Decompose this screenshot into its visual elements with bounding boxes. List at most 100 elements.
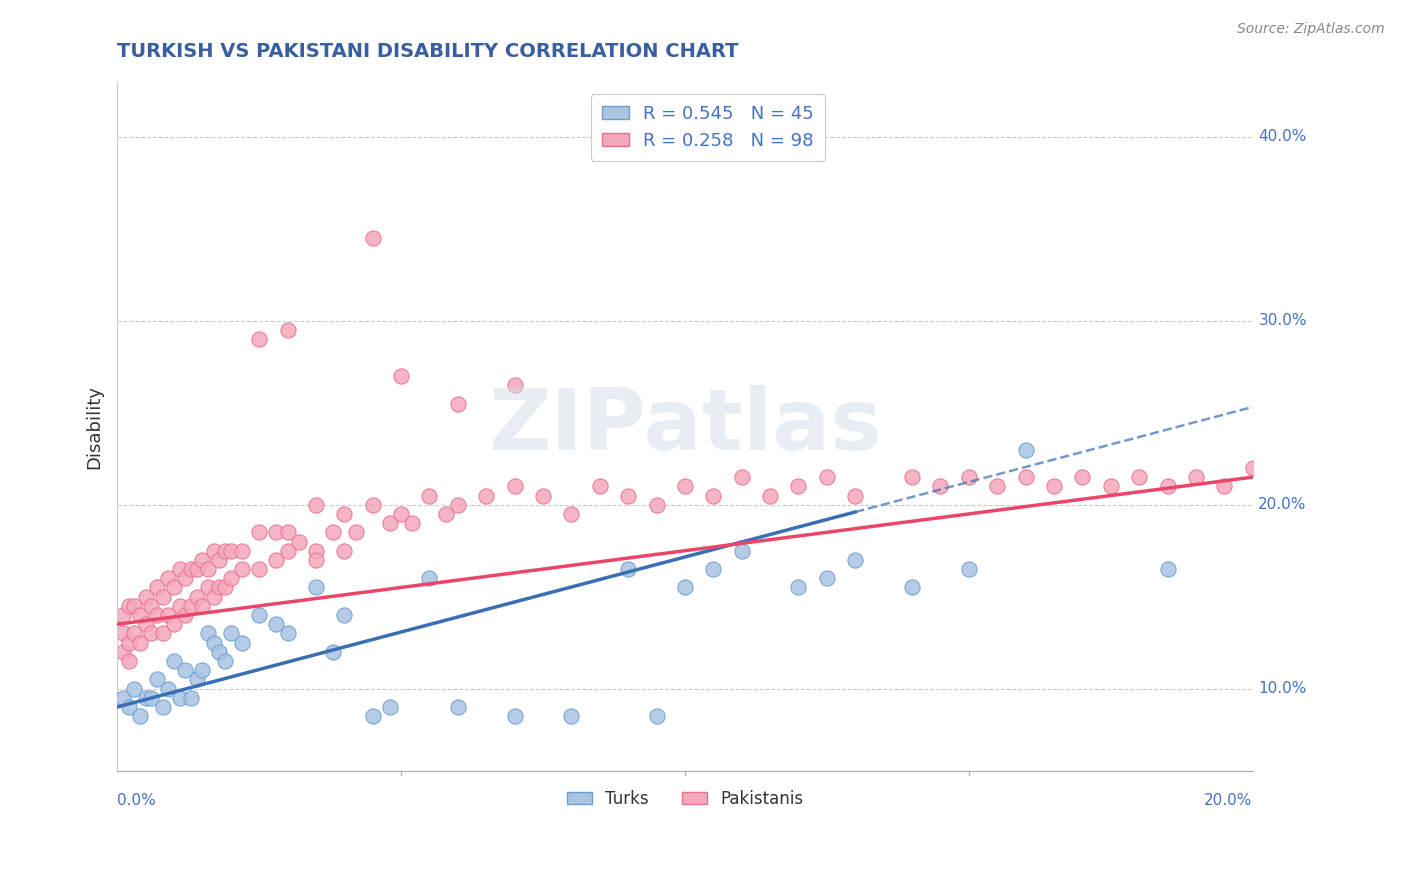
Point <box>503 709 526 723</box>
Point <box>208 645 231 659</box>
Point <box>1014 442 1036 457</box>
Point <box>305 581 328 595</box>
Point <box>436 507 458 521</box>
Point <box>503 479 526 493</box>
Point <box>305 498 328 512</box>
Point <box>247 608 270 623</box>
Point <box>208 553 231 567</box>
Point <box>180 690 202 705</box>
Point <box>202 543 225 558</box>
Point <box>1156 562 1178 576</box>
Point <box>135 690 157 705</box>
Text: 0.0%: 0.0% <box>117 794 156 808</box>
Point <box>169 562 191 576</box>
Point <box>122 681 145 696</box>
Point <box>1128 470 1150 484</box>
Text: 20.0%: 20.0% <box>1205 794 1253 808</box>
Point <box>929 479 952 493</box>
Point <box>276 323 298 337</box>
Point <box>957 470 980 484</box>
Point <box>447 498 470 512</box>
Point <box>186 673 208 687</box>
Point <box>214 581 236 595</box>
Text: 20.0%: 20.0% <box>1258 497 1306 512</box>
Point <box>1156 479 1178 493</box>
Point <box>180 562 202 576</box>
Point <box>163 581 186 595</box>
Point <box>247 332 270 346</box>
Point <box>731 543 754 558</box>
Point <box>288 534 311 549</box>
Point <box>111 645 134 659</box>
Point <box>231 635 253 649</box>
Point <box>1014 470 1036 484</box>
Point <box>111 690 134 705</box>
Point <box>219 626 242 640</box>
Point <box>191 553 214 567</box>
Point <box>174 608 197 623</box>
Point <box>333 507 356 521</box>
Point <box>129 635 152 649</box>
Point <box>378 700 401 714</box>
Point <box>152 626 174 640</box>
Point <box>333 543 356 558</box>
Text: ZIPatlas: ZIPatlas <box>488 385 882 468</box>
Point <box>141 599 163 613</box>
Point <box>361 231 384 245</box>
Point <box>141 626 163 640</box>
Point <box>157 681 180 696</box>
Point <box>1241 461 1264 475</box>
Point <box>531 489 554 503</box>
Point <box>901 470 924 484</box>
Point <box>191 599 214 613</box>
Point <box>617 489 640 503</box>
Point <box>264 553 287 567</box>
Point <box>844 489 866 503</box>
Point <box>197 562 219 576</box>
Point <box>344 525 367 540</box>
Point <box>163 654 186 668</box>
Point <box>157 571 180 585</box>
Point <box>117 635 139 649</box>
Point <box>447 396 470 410</box>
Point <box>157 608 180 623</box>
Point <box>702 562 724 576</box>
Point <box>264 617 287 632</box>
Point <box>174 663 197 677</box>
Point <box>731 470 754 484</box>
Point <box>389 369 412 384</box>
Point <box>129 608 152 623</box>
Point <box>174 571 197 585</box>
Point <box>146 608 169 623</box>
Point <box>214 654 236 668</box>
Point <box>475 489 498 503</box>
Point <box>197 581 219 595</box>
Point <box>389 507 412 521</box>
Point <box>378 516 401 530</box>
Point <box>589 479 612 493</box>
Point <box>447 700 470 714</box>
Point <box>276 626 298 640</box>
Point <box>418 489 440 503</box>
Point <box>111 608 134 623</box>
Point <box>208 581 231 595</box>
Text: 40.0%: 40.0% <box>1258 129 1306 145</box>
Point <box>815 470 838 484</box>
Point <box>135 617 157 632</box>
Point <box>673 479 696 493</box>
Point <box>247 562 270 576</box>
Point <box>197 626 219 640</box>
Text: 30.0%: 30.0% <box>1258 313 1306 328</box>
Point <box>141 690 163 705</box>
Legend: Turks, Pakistanis: Turks, Pakistanis <box>560 783 810 814</box>
Point <box>117 654 139 668</box>
Point <box>418 571 440 585</box>
Point <box>305 543 328 558</box>
Point <box>1043 479 1066 493</box>
Point <box>117 700 139 714</box>
Point <box>702 489 724 503</box>
Point <box>560 507 582 521</box>
Point <box>111 626 134 640</box>
Point <box>152 700 174 714</box>
Point <box>759 489 782 503</box>
